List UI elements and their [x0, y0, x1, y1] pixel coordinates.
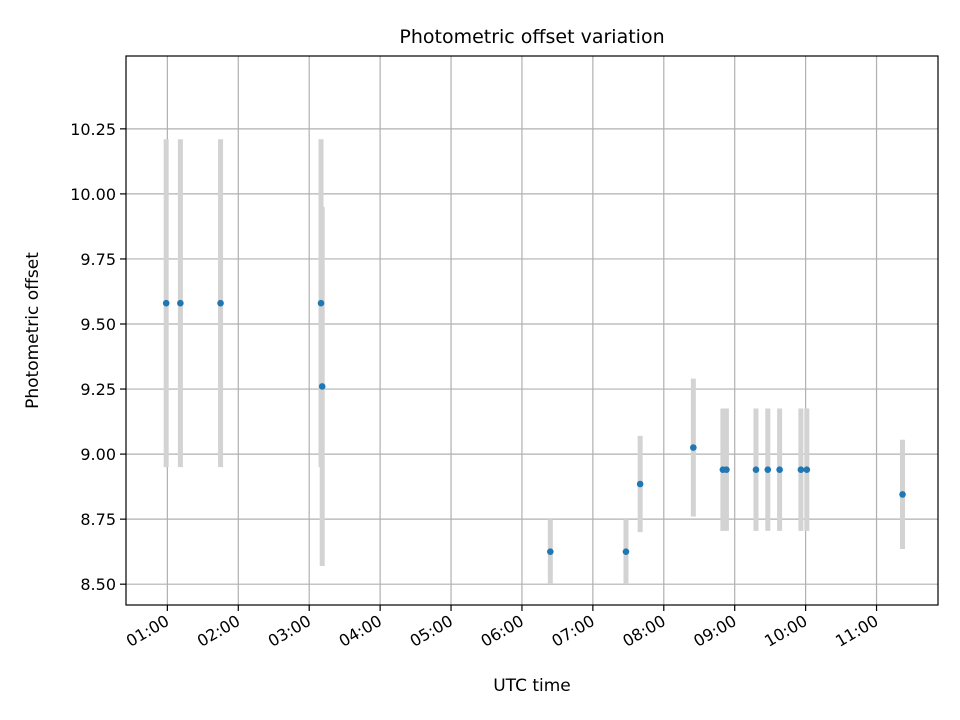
y-tick-label: 9.25: [80, 380, 116, 399]
data-point: [752, 466, 760, 474]
y-tick-label: 8.75: [80, 510, 116, 529]
data-point: [217, 299, 224, 307]
data-point: [723, 466, 730, 474]
data-point: [317, 299, 325, 307]
data-point: [636, 480, 644, 488]
y-axis-label: Photometric offset: [23, 252, 43, 409]
x-axis-label: UTC time: [493, 676, 571, 696]
data-point: [690, 444, 697, 451]
data-point: [797, 466, 805, 474]
y-tick-label: 9.00: [80, 445, 116, 464]
data-point: [899, 491, 906, 498]
chart-title: Photometric offset variation: [399, 26, 664, 48]
y-axis-ticks: 8.50 8.75 9.00 9.25 9.50 9.75 10.00 10.25: [70, 120, 126, 594]
data-point: [177, 299, 184, 307]
y-tick-label: 9.75: [80, 250, 116, 269]
y-tick-label: 9.50: [80, 315, 116, 334]
y-tick-label: 10.00: [70, 185, 116, 204]
data-point: [547, 548, 554, 555]
plot-area-frame: [125, 55, 939, 606]
data-point: [803, 466, 811, 474]
data-points: [162, 299, 906, 555]
data-point: [622, 548, 630, 555]
data-point: [162, 299, 170, 307]
data-point: [318, 383, 326, 390]
data-point: [776, 466, 783, 474]
y-tick-label: 10.25: [70, 120, 116, 139]
data-point: [764, 466, 772, 474]
y-tick-label: 8.50: [80, 575, 116, 594]
